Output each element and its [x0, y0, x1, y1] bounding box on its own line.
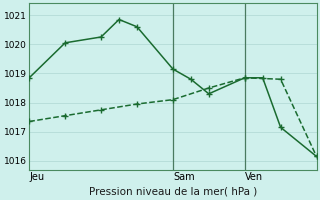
X-axis label: Pression niveau de la mer( hPa ): Pression niveau de la mer( hPa ) — [89, 187, 257, 197]
